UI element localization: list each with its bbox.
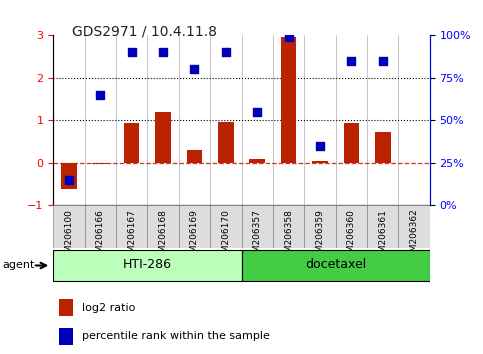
Bar <box>249 159 265 163</box>
Bar <box>85 205 116 248</box>
Point <box>253 109 261 115</box>
Text: GDS2971 / 10.4.11.8: GDS2971 / 10.4.11.8 <box>72 25 217 39</box>
Bar <box>124 123 140 163</box>
Bar <box>398 205 430 248</box>
Point <box>316 143 324 149</box>
Bar <box>343 123 359 163</box>
Bar <box>210 205 242 248</box>
Text: agent: agent <box>2 261 35 270</box>
Bar <box>304 205 336 248</box>
Bar <box>375 132 391 163</box>
Bar <box>116 205 147 248</box>
Text: GSM206358: GSM206358 <box>284 209 293 264</box>
Point <box>285 34 293 40</box>
Bar <box>312 161 328 163</box>
Bar <box>147 205 179 248</box>
Text: GSM206362: GSM206362 <box>410 209 419 263</box>
Text: GSM206169: GSM206169 <box>190 209 199 264</box>
Bar <box>53 205 85 248</box>
Bar <box>59 299 73 316</box>
Text: GSM206359: GSM206359 <box>315 209 325 264</box>
Bar <box>179 205 210 248</box>
Text: GSM206167: GSM206167 <box>127 209 136 264</box>
Text: GSM206360: GSM206360 <box>347 209 356 264</box>
Text: docetaxel: docetaxel <box>305 258 366 271</box>
Point <box>348 58 355 64</box>
Bar <box>273 205 304 248</box>
Point <box>222 50 230 55</box>
Bar <box>242 205 273 248</box>
Bar <box>61 163 77 189</box>
Bar <box>242 250 430 281</box>
Text: log2 ratio: log2 ratio <box>82 303 136 313</box>
Point <box>191 67 199 72</box>
Bar <box>53 250 242 281</box>
Text: GSM206170: GSM206170 <box>221 209 230 264</box>
Bar <box>218 122 234 163</box>
Text: HTI-286: HTI-286 <box>123 258 172 271</box>
Text: percentile rank within the sample: percentile rank within the sample <box>82 331 270 341</box>
Point <box>379 58 387 64</box>
Bar <box>92 163 108 164</box>
Bar <box>367 205 398 248</box>
Text: GSM206166: GSM206166 <box>96 209 105 264</box>
Bar <box>281 37 297 163</box>
Point <box>97 92 104 98</box>
Point <box>159 50 167 55</box>
Text: GSM206357: GSM206357 <box>253 209 262 264</box>
Text: GSM206100: GSM206100 <box>64 209 73 264</box>
Text: GSM206361: GSM206361 <box>378 209 387 264</box>
Bar <box>59 328 73 345</box>
Bar <box>155 112 171 163</box>
Point <box>128 50 135 55</box>
Point <box>65 177 73 183</box>
Text: GSM206168: GSM206168 <box>158 209 168 264</box>
Bar <box>186 150 202 163</box>
Bar <box>336 205 367 248</box>
